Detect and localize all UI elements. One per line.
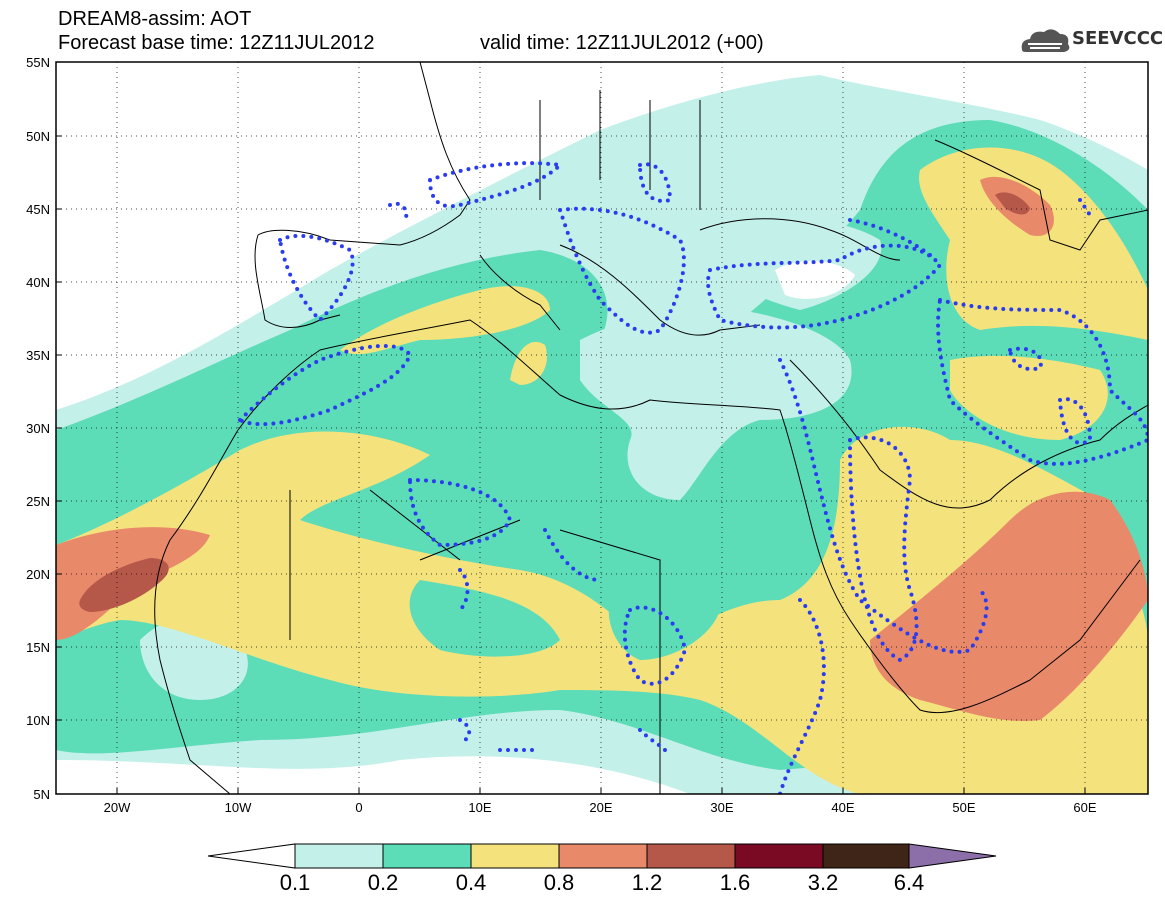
lon-label: 10W xyxy=(225,800,252,815)
colorbar-tick-label: 1.2 xyxy=(631,870,663,895)
lat-label: 20N xyxy=(26,567,50,582)
colorbar-segment xyxy=(908,843,997,869)
colorbar-tick-label: 6.4 xyxy=(893,870,925,895)
lat-label: 40N xyxy=(26,275,50,290)
colorbar-tick-label: 3.2 xyxy=(807,870,839,895)
colorbar-segment xyxy=(207,843,296,869)
lat-label: 45N xyxy=(26,202,50,217)
valid-time: valid time: 12Z11JUL2012 (+00) xyxy=(480,32,764,54)
lat-label: 55N xyxy=(26,55,50,70)
lon-label: 20W xyxy=(104,800,131,815)
colorbar-segment xyxy=(646,843,736,869)
colorbar-tick-label: 0.4 xyxy=(455,870,487,895)
colorbar-segment xyxy=(294,843,384,869)
lat-label: 15N xyxy=(26,640,50,655)
lon-label: 10E xyxy=(468,800,491,815)
lon-label: 40E xyxy=(831,800,854,815)
lon-label: 30E xyxy=(710,800,733,815)
forecast-base-time: Forecast base time: 12Z11JUL2012 xyxy=(58,32,375,54)
colorbar-tick-label: 0.2 xyxy=(367,870,399,895)
lon-label: 60E xyxy=(1073,800,1096,815)
colorbar-segment xyxy=(470,843,560,869)
colorbar xyxy=(207,843,997,869)
colorbar-tick-label: 0.1 xyxy=(279,870,311,895)
colorbar-segment xyxy=(822,843,910,869)
colorbar-tick-label: 1.6 xyxy=(719,870,751,895)
lat-label: 10N xyxy=(26,713,50,728)
lat-label: 5N xyxy=(33,787,50,802)
colorbar-segment xyxy=(734,843,824,869)
lon-label: 50E xyxy=(952,800,975,815)
coastlines xyxy=(154,62,1148,794)
lon-label: 0 xyxy=(355,800,362,815)
colorbar-tick-label: 0.8 xyxy=(543,870,575,895)
lon-label: 20E xyxy=(589,800,612,815)
grid-lines xyxy=(56,62,1148,794)
seevccc-logo: SEEVCCC xyxy=(1072,28,1164,49)
map-title: DREAM8-assim: AOT xyxy=(58,8,252,30)
lat-label: 30N xyxy=(26,421,50,436)
colorbar-segment xyxy=(558,843,648,869)
lat-label: 50N xyxy=(26,129,50,144)
lat-label: 25N xyxy=(26,494,50,509)
lat-label: 35N xyxy=(26,348,50,363)
cloud-icon xyxy=(1021,29,1070,52)
colorbar-segment xyxy=(382,843,472,869)
